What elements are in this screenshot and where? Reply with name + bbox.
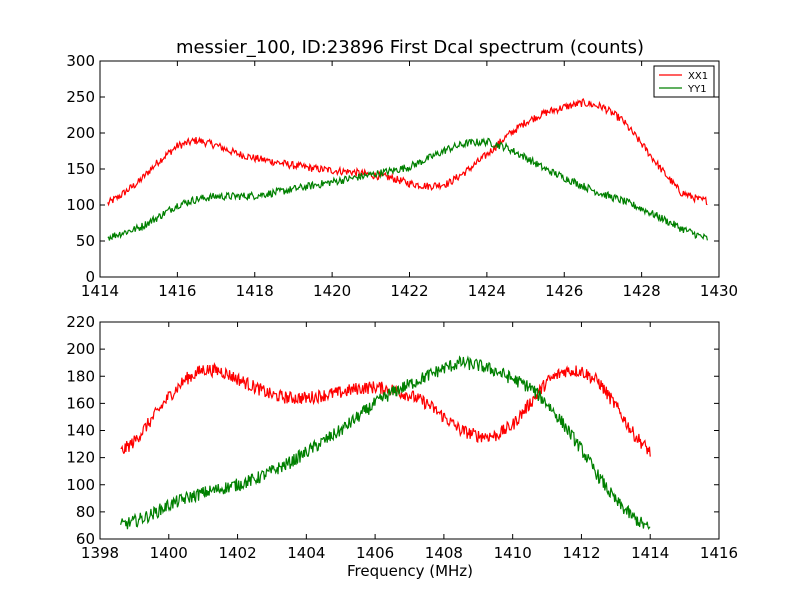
bottom-x-tick-label: 1408 xyxy=(425,544,463,562)
bottom-x-tick-label: 1404 xyxy=(287,544,325,562)
bottom-y-tick-label: 180 xyxy=(66,367,95,385)
top-x-tick-label: 1418 xyxy=(236,282,274,300)
legend-box xyxy=(653,65,715,98)
bottom-y-tick-label: 200 xyxy=(66,340,95,358)
bottom-y-tick-label: 120 xyxy=(66,449,95,467)
bottom-y-tick-label: 220 xyxy=(66,313,95,331)
bottom-series-layer xyxy=(120,355,651,530)
bottom-x-axis-label: Frequency (MHz) xyxy=(347,562,473,580)
bottom-x-tick-label: 1398 xyxy=(81,544,119,562)
top-ticks: 1414 1416 1418 1420 1422 1424 1426 1428 1430 0 50 1… xyxy=(66,52,738,300)
bottom-x-tick-label: 1414 xyxy=(631,544,669,562)
top-y-tick-label: 200 xyxy=(66,124,95,142)
legend-label-yy1: YY1 xyxy=(687,84,707,95)
bottom-x-tick-label: 1416 xyxy=(700,544,738,562)
bottom-plot-panel: 1398 1400 1402 1404 1406 1408 1410 1412 1414 1416… xyxy=(66,313,738,562)
top-x-tick-label: 1426 xyxy=(545,282,583,300)
top-y-tick-label: 0 xyxy=(85,268,95,286)
legend-label-xx1: XX1 xyxy=(688,71,708,82)
top-series-yy1-line xyxy=(107,137,708,241)
bottom-x-tick-label: 1410 xyxy=(494,544,532,562)
top-x-tick-label: 1428 xyxy=(623,282,661,300)
bottom-y-tick-label: 60 xyxy=(76,530,95,548)
top-series-xx1-line xyxy=(107,97,708,207)
bottom-series-xx1-line xyxy=(120,361,651,457)
bottom-y-tick-label: 160 xyxy=(66,394,95,412)
bottom-x-tick-label: 1400 xyxy=(150,544,188,562)
top-plot-panel: 1414 1416 1418 1420 1422 1424 1426 1428 1430 0 50 1… xyxy=(66,52,738,300)
top-x-tick-label: 1422 xyxy=(390,282,428,300)
top-x-tick-label: 1414 xyxy=(81,282,119,300)
top-y-tick-label: 150 xyxy=(66,160,95,178)
top-y-tick-label: 50 xyxy=(76,232,95,250)
bottom-series-yy1-line xyxy=(120,355,651,530)
top-x-tick-label: 1416 xyxy=(158,282,196,300)
bottom-x-tick-label: 1406 xyxy=(356,544,394,562)
top-chart-title: messier_100, ID:23896 First Dcal spectru… xyxy=(176,37,644,58)
top-series-layer xyxy=(107,97,708,241)
top-y-tick-label: 250 xyxy=(66,88,95,106)
bottom-y-tick-label: 140 xyxy=(66,422,95,440)
top-legend: XX1 YY1 xyxy=(653,65,715,98)
top-x-tick-label: 1424 xyxy=(468,282,506,300)
top-x-tick-label: 1430 xyxy=(700,282,738,300)
top-x-tick-label: 1420 xyxy=(313,282,351,300)
top-y-tick-label: 100 xyxy=(66,196,95,214)
bottom-x-tick-label: 1412 xyxy=(562,544,600,562)
bottom-ticks: 1398 1400 1402 1404 1406 1408 1410 1412 1414 1416… xyxy=(66,313,738,562)
bottom-y-tick-label: 100 xyxy=(66,476,95,494)
top-y-tick-label: 300 xyxy=(66,52,95,70)
bottom-x-tick-label: 1402 xyxy=(218,544,256,562)
bottom-y-tick-label: 80 xyxy=(76,503,95,521)
